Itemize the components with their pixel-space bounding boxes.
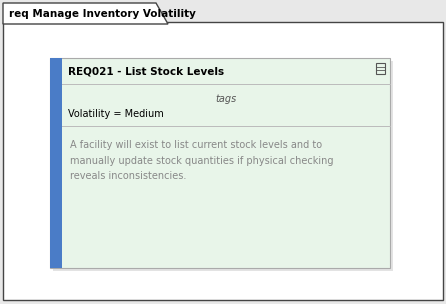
Polygon shape xyxy=(3,3,168,24)
Text: req Manage Inventory Volatility: req Manage Inventory Volatility xyxy=(9,9,196,19)
Text: REQ021 - List Stock Levels: REQ021 - List Stock Levels xyxy=(68,67,224,77)
Bar xyxy=(53,61,393,271)
Bar xyxy=(50,58,390,268)
Text: tags: tags xyxy=(215,94,237,104)
Text: A facility will exist to list current stock levels and to
manually update stock : A facility will exist to list current st… xyxy=(70,140,334,181)
Bar xyxy=(376,63,385,74)
Text: Volatility = Medium: Volatility = Medium xyxy=(68,109,164,119)
Bar xyxy=(50,58,62,268)
